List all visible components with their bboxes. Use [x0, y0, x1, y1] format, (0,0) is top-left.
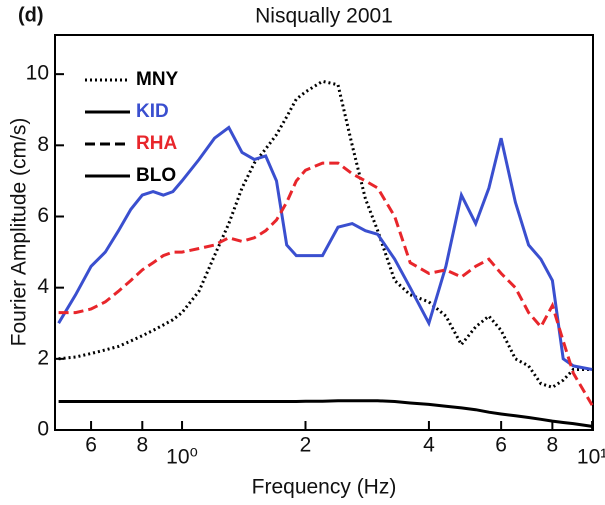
y-tick-label: 0 — [37, 418, 49, 441]
x-tick-label: 10⁰ — [166, 446, 198, 469]
x-tick-label: 2 — [300, 434, 312, 457]
series-line — [58, 399, 593, 428]
chart-title: Nisqually 2001 — [255, 5, 393, 28]
panel-label: (d) — [18, 4, 44, 26]
x-tick-label: 10¹ — [577, 446, 605, 469]
legend-label: MNY — [136, 69, 179, 90]
x-tick-label: 6 — [85, 434, 97, 457]
y-tick-label: 6 — [37, 204, 49, 227]
legend-label: BLO — [136, 165, 176, 186]
plot-frame — [54, 34, 594, 431]
x-tick-label: 6 — [495, 434, 507, 457]
y-axis-label: Fourier Amplitude (cm/s) — [8, 118, 31, 347]
legend-label: KID — [136, 101, 169, 122]
series-line — [57, 125, 593, 371]
y-tick-label: 10 — [26, 62, 49, 85]
y-tick-label: 8 — [37, 133, 49, 156]
x-tick-label: 8 — [136, 434, 148, 457]
series-line — [58, 161, 594, 406]
y-tick-label: 4 — [37, 275, 49, 298]
legend-label: RHA — [136, 133, 177, 154]
series-line — [58, 79, 593, 389]
x-tick-label: 4 — [423, 434, 435, 457]
x-tick-label: 8 — [547, 434, 559, 457]
y-tick-label: 2 — [37, 346, 49, 369]
x-axis-label: Frequency (Hz) — [252, 476, 397, 499]
